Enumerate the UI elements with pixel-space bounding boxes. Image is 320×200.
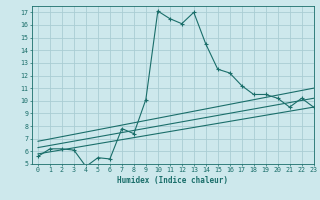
X-axis label: Humidex (Indice chaleur): Humidex (Indice chaleur) [117,176,228,185]
